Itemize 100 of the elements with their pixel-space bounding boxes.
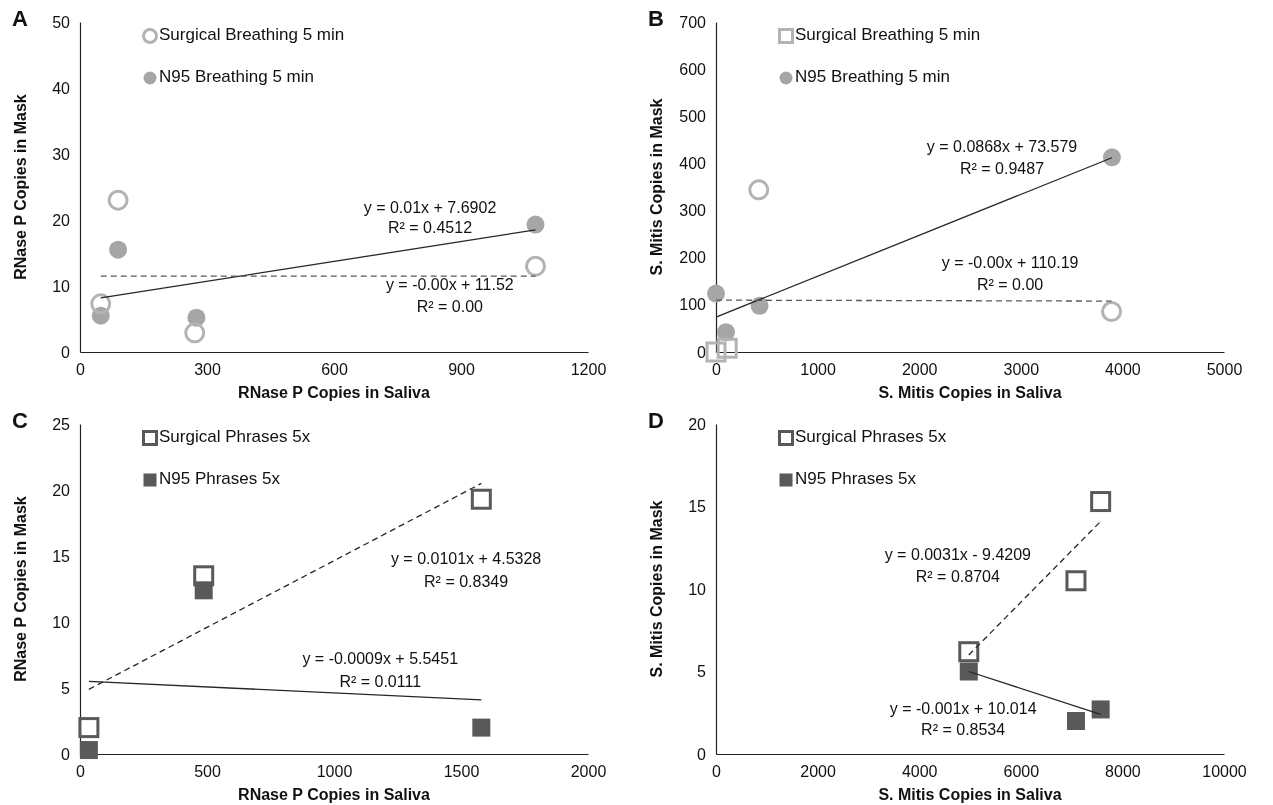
legend-label: Surgical Breathing 5 min <box>159 25 345 45</box>
y-tick-label: 40 <box>52 79 71 97</box>
y-tick-label: 5 <box>697 663 707 681</box>
y-axis-title: S. Mitis Copies in Mask <box>648 98 665 276</box>
y-tick-label: 10 <box>688 580 707 598</box>
y-tick-label: 300 <box>679 202 707 220</box>
point <box>1102 148 1121 167</box>
y-axis-title: RNase P Copies in Mask <box>12 94 29 280</box>
y-tick-label: 25 <box>52 415 71 433</box>
x-tick-label: 4000 <box>1105 361 1141 379</box>
x-tick-label: 8000 <box>1105 763 1141 781</box>
annotation: y = 0.0031x - 9.4209 <box>884 546 1032 564</box>
x-axis-title: RNase P Copies in Saliva <box>238 384 430 401</box>
point <box>1065 570 1087 592</box>
point <box>748 179 770 201</box>
x-tick-label: 5000 <box>1206 361 1243 379</box>
y-tick-label: 0 <box>697 343 707 361</box>
point <box>78 717 100 739</box>
x-tick-label: 6000 <box>1003 763 1040 781</box>
y-tick-label: 400 <box>679 155 707 173</box>
legend-label: N95 Phrases 5x <box>159 469 281 489</box>
point <box>525 255 547 277</box>
point <box>193 565 215 587</box>
point <box>472 718 491 737</box>
x-tick-label: 0 <box>712 361 722 379</box>
point <box>1090 491 1112 513</box>
legend-label: N95 Breathing 5 min <box>795 67 950 87</box>
chart-title: A <box>12 6 28 31</box>
x-tick-label: 3000 <box>1003 361 1040 379</box>
y-tick-label: 50 <box>52 13 71 31</box>
point <box>109 240 128 259</box>
y-axis-title: RNase P Copies in Mask <box>12 496 29 682</box>
annotation: R² = 0.8534 <box>921 721 1006 739</box>
point <box>1066 712 1085 730</box>
annotation: R² = 0.0111 <box>339 672 422 690</box>
annotation: R² = 0.00 <box>977 275 1044 293</box>
x-axis-title: S. Mitis Copies in Saliva <box>878 786 1062 803</box>
chart-title: C <box>12 408 28 433</box>
x-tick-label: 2000 <box>570 763 607 781</box>
y-tick-label: 20 <box>688 415 707 433</box>
x-tick-label: 0 <box>76 763 86 781</box>
annotation: R² = 0.9487 <box>959 160 1045 178</box>
x-tick-label: 300 <box>194 361 221 379</box>
point <box>1091 700 1110 719</box>
point <box>90 293 112 315</box>
legend-label: Surgical Breathing 5 min <box>795 25 981 45</box>
point <box>526 215 545 234</box>
annotation: R² = 0.8349 <box>424 573 509 591</box>
x-tick-label: 1200 <box>570 361 607 379</box>
x-axis-title: RNase P Copies in Saliva <box>238 786 430 803</box>
legend-label: Surgical Phrases 5x <box>795 427 947 447</box>
x-axis-title: S. Mitis Copies in Saliva <box>878 384 1062 401</box>
y-tick-label: 0 <box>61 745 71 763</box>
point <box>1101 300 1123 322</box>
legend-label: N95 Breathing 5 min <box>159 67 314 87</box>
annotation: y = -0.0009x + 5.5451 <box>302 650 459 668</box>
x-tick-label: 1000 <box>316 763 353 781</box>
y-tick-label: 100 <box>679 296 707 314</box>
y-tick-label: 5 <box>61 679 71 697</box>
x-tick-label: 4000 <box>901 763 938 781</box>
y-tick-label: 20 <box>52 211 71 229</box>
point <box>716 337 738 359</box>
point <box>79 741 98 760</box>
x-tick-label: 2000 <box>800 763 836 781</box>
point <box>107 189 129 211</box>
annotation: y = -0.001x + 10.014 <box>889 699 1037 717</box>
chart-title: D <box>648 408 664 433</box>
x-tick-label: 600 <box>321 361 348 379</box>
point <box>184 322 206 344</box>
annotation: y = -0.00x + 11.52 <box>385 276 514 294</box>
y-tick-label: 20 <box>52 481 71 499</box>
x-tick-label: 0 <box>76 361 86 379</box>
y-tick-label: 600 <box>679 60 707 78</box>
legend-label: Surgical Phrases 5x <box>159 427 311 447</box>
y-tick-label: 500 <box>679 107 707 125</box>
annotation: R² = 0.00 <box>416 298 484 316</box>
point <box>705 341 727 363</box>
annotation: y = -0.00x + 110.19 <box>941 254 1079 272</box>
legend-label: N95 Phrases 5x <box>795 469 917 489</box>
x-tick-label: 500 <box>194 763 221 781</box>
y-tick-label: 0 <box>697 745 707 763</box>
annotation: y = 0.0101x + 4.5328 <box>390 550 542 568</box>
point <box>958 641 980 663</box>
y-tick-label: 15 <box>688 498 707 516</box>
y-tick-label: 10 <box>52 613 71 631</box>
x-tick-label: 2000 <box>901 361 938 379</box>
point <box>707 284 725 303</box>
x-tick-label: 10000 <box>1202 763 1247 781</box>
y-tick-label: 10 <box>52 277 71 295</box>
x-tick-label: 900 <box>448 361 475 379</box>
x-tick-label: 0 <box>712 763 722 781</box>
annotation: y = 0.0868x + 73.579 <box>926 137 1078 155</box>
annotation: y = 0.01x + 7.6902 <box>363 199 497 217</box>
annotation: R² = 0.8704 <box>915 568 1000 586</box>
x-tick-label: 1000 <box>800 361 836 379</box>
chart-title: B <box>648 6 664 31</box>
y-tick-label: 15 <box>52 547 71 565</box>
y-axis-title: S. Mitis Copies in Mask <box>648 500 665 678</box>
point <box>470 488 492 510</box>
y-tick-label: 200 <box>679 249 707 267</box>
